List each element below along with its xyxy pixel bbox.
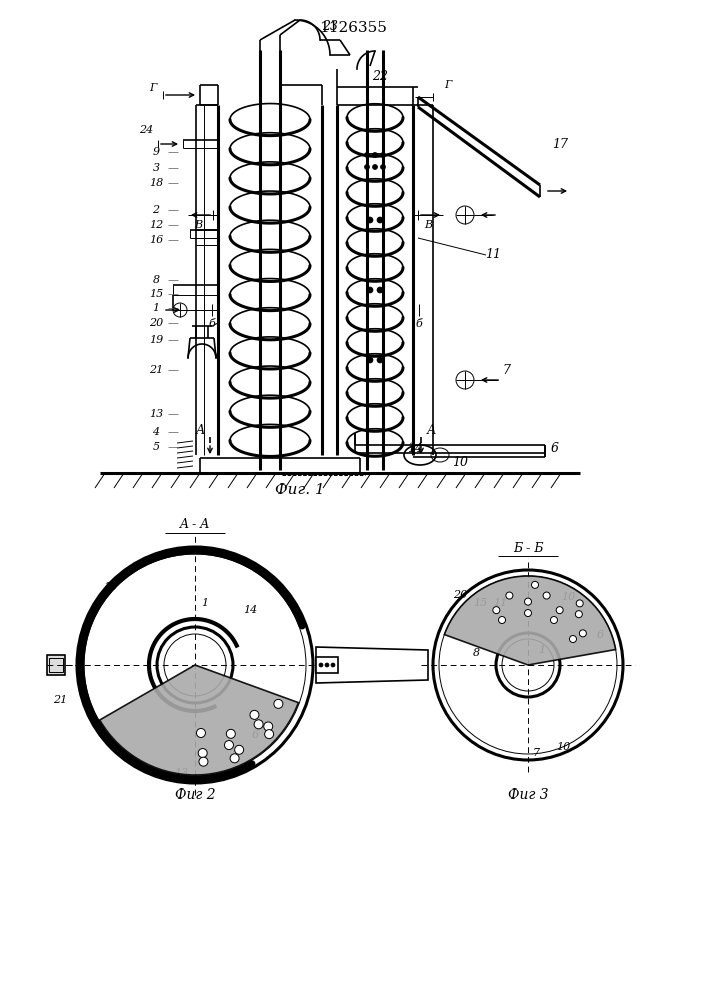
Circle shape <box>325 663 329 667</box>
Circle shape <box>532 581 539 588</box>
Text: Г: Г <box>444 80 452 90</box>
Text: 20: 20 <box>149 318 163 328</box>
Bar <box>316 657 338 673</box>
Text: б: б <box>416 319 422 329</box>
Bar <box>49 658 63 672</box>
Text: 20: 20 <box>453 590 467 600</box>
Text: А: А <box>195 424 205 436</box>
Circle shape <box>576 600 583 607</box>
Circle shape <box>226 729 235 738</box>
Text: 3: 3 <box>153 163 160 173</box>
Text: 10: 10 <box>561 592 575 602</box>
Circle shape <box>579 630 586 637</box>
Circle shape <box>380 164 385 169</box>
Text: Фиг 2: Фиг 2 <box>175 788 216 802</box>
Text: 6: 6 <box>597 630 604 640</box>
Text: A - A: A - A <box>180 518 210 532</box>
Circle shape <box>377 357 383 363</box>
Circle shape <box>230 754 239 763</box>
Circle shape <box>225 741 233 750</box>
Circle shape <box>319 663 323 667</box>
Text: 10: 10 <box>556 742 570 752</box>
Circle shape <box>373 152 378 157</box>
Text: 9: 9 <box>153 147 160 157</box>
Text: Фиг 3: Фиг 3 <box>508 788 549 802</box>
Text: 11: 11 <box>485 248 501 261</box>
Text: 10: 10 <box>103 582 117 592</box>
Text: 19: 19 <box>149 335 163 345</box>
Text: 14: 14 <box>407 442 423 456</box>
Text: 15: 15 <box>473 598 487 608</box>
Text: 6: 6 <box>252 730 259 740</box>
Text: Б - Б: Б - Б <box>513 542 543 554</box>
Circle shape <box>235 745 244 754</box>
Text: 6: 6 <box>551 442 559 456</box>
Circle shape <box>506 592 513 599</box>
Circle shape <box>575 611 583 618</box>
Text: 7: 7 <box>532 748 539 758</box>
Text: 21: 21 <box>149 365 163 375</box>
Text: 13: 13 <box>149 409 163 419</box>
Circle shape <box>198 749 207 758</box>
Text: 21: 21 <box>53 695 67 705</box>
Text: В: В <box>194 220 202 230</box>
Circle shape <box>493 607 500 614</box>
Circle shape <box>377 287 383 293</box>
Text: 8: 8 <box>472 648 479 658</box>
Circle shape <box>367 217 373 223</box>
Text: 16: 16 <box>149 235 163 245</box>
Text: б: б <box>209 319 216 329</box>
Circle shape <box>377 217 383 223</box>
Circle shape <box>367 287 373 293</box>
Circle shape <box>274 699 283 708</box>
Text: 22: 22 <box>372 70 388 84</box>
Text: 5: 5 <box>153 442 160 452</box>
Text: 23: 23 <box>322 20 338 33</box>
Text: Г: Г <box>149 83 157 93</box>
Text: 8: 8 <box>153 275 160 285</box>
Wedge shape <box>445 576 616 665</box>
Circle shape <box>498 617 506 624</box>
Bar <box>47 655 65 675</box>
Text: 13: 13 <box>174 768 188 778</box>
Text: 1126355: 1126355 <box>319 21 387 35</box>
Text: 15: 15 <box>149 289 163 299</box>
Wedge shape <box>100 665 298 775</box>
Text: 17: 17 <box>552 138 568 151</box>
Text: 10: 10 <box>452 456 468 470</box>
Text: 1: 1 <box>201 598 209 608</box>
Text: 2: 2 <box>153 205 160 215</box>
Text: 12: 12 <box>149 220 163 230</box>
Circle shape <box>264 730 274 739</box>
Circle shape <box>264 722 273 731</box>
Circle shape <box>373 164 378 169</box>
Text: 7: 7 <box>231 750 238 760</box>
Text: 24: 24 <box>139 125 153 135</box>
Circle shape <box>543 592 550 599</box>
Text: 11: 11 <box>493 598 507 608</box>
Text: А: А <box>426 424 436 436</box>
Text: 4: 4 <box>153 427 160 437</box>
Circle shape <box>254 720 263 729</box>
Circle shape <box>380 152 385 157</box>
Circle shape <box>570 636 576 643</box>
Text: В: В <box>424 220 432 230</box>
Text: 1: 1 <box>539 645 546 655</box>
Circle shape <box>365 152 370 157</box>
Circle shape <box>199 757 208 766</box>
Circle shape <box>525 598 532 605</box>
Text: 14: 14 <box>243 605 257 615</box>
Circle shape <box>551 617 558 624</box>
Text: 1: 1 <box>153 303 160 313</box>
Circle shape <box>367 357 373 363</box>
Text: Фиг. 1: Фиг. 1 <box>275 483 325 497</box>
Circle shape <box>331 663 335 667</box>
Text: 7: 7 <box>502 363 510 376</box>
Circle shape <box>556 607 563 614</box>
Circle shape <box>197 728 206 737</box>
Text: 18: 18 <box>149 178 163 188</box>
Circle shape <box>250 710 259 719</box>
Circle shape <box>365 164 370 169</box>
Circle shape <box>525 610 532 617</box>
